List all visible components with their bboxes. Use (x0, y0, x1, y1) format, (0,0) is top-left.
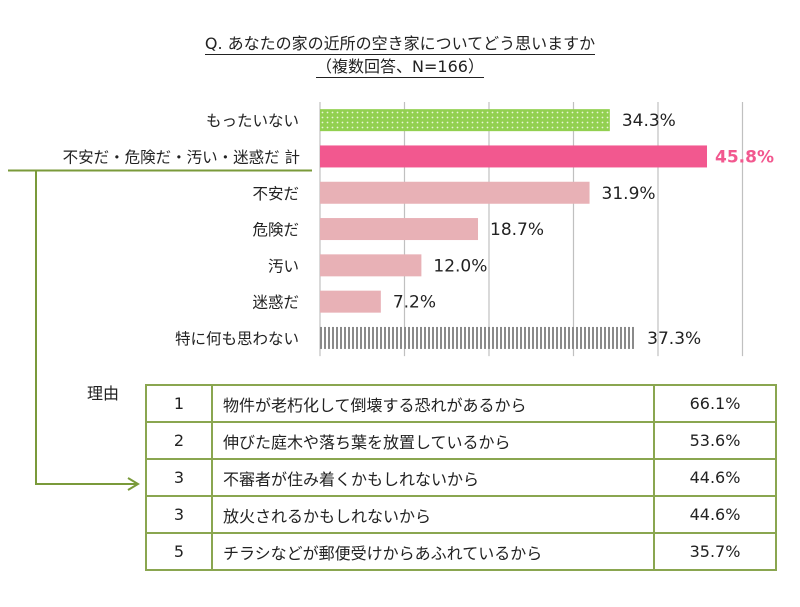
connector-arrowhead (127, 477, 140, 491)
value-label: 34.3% (622, 111, 676, 131)
reason-row: 5 チラシなどが郵便受けからあふれているから 35.7% (145, 532, 777, 571)
reasons-table: 1 物件が老朽化して倒壊する恐れがあるから 66.1% 2 伸びた庭木や落ち葉を放置して… (145, 384, 777, 571)
reason-percent: 44.6% (653, 458, 777, 497)
chart-title-text: Q. あなたの家の近所の空き家についてどう思いますか (204, 34, 596, 55)
connector-line (35, 170, 138, 485)
reason-row: 2 伸びた庭木や落ち葉を放置しているから 53.6% (145, 421, 777, 460)
value-label: 31.9% (602, 184, 656, 204)
reason-heading: 理由 (87, 384, 120, 403)
bars (320, 109, 708, 349)
reason-row: 3 放火されるかもしれないから 44.6% (145, 495, 777, 534)
reason-rank: 1 (145, 384, 213, 423)
reason-connector (8, 169, 312, 491)
category-label: 汚い (268, 257, 299, 275)
reason-row: 1 物件が老朽化して倒壊する恐れがあるから 66.1% (145, 384, 777, 423)
reason-percent: 44.6% (653, 495, 777, 534)
category-label: 特に何も思わない (175, 330, 299, 348)
reason-rank: 5 (145, 532, 213, 571)
category-label: 危険だ (252, 221, 299, 239)
reason-rank: 3 (145, 495, 213, 534)
category-label: 不安だ (252, 185, 299, 203)
reason-rank: 2 (145, 421, 213, 460)
reason-row: 3 不審者が住み着くかもしれないから 44.6% (145, 458, 777, 497)
bar (320, 326, 636, 349)
value-label: 12.0% (433, 256, 487, 276)
category-label: もったいない (206, 112, 299, 130)
bar (320, 218, 479, 241)
reason-text: 伸びた庭木や落ち葉を放置しているから (211, 421, 655, 460)
reason-percent: 53.6% (653, 421, 777, 460)
value-label: 18.7% (490, 220, 544, 240)
chart-subtitle-text: （複数回答、N=166） (316, 57, 484, 78)
reason-percent: 35.7% (653, 532, 777, 571)
bar (320, 181, 590, 204)
value-labels: 34.3% 45.8% 31.9% 18.7%12.0% 7.2% 37.3% (393, 111, 774, 349)
chart-subtitle: （複数回答、N=166） (0, 53, 800, 78)
bar (320, 145, 708, 168)
bar (320, 109, 610, 132)
chart-title: Q. あなたの家の近所の空き家についてどう思いますか (0, 30, 800, 55)
category-label: 不安だ・危険だ・汚い・迷惑だ 計 (63, 148, 300, 166)
reason-text: 不審者が住み着くかもしれないから (211, 458, 655, 497)
reason-rank: 3 (145, 458, 213, 497)
reason-text: チラシなどが郵便受けからあふれているから (211, 532, 655, 571)
reason-percent: 66.1% (653, 384, 777, 423)
reason-text: 放火されるかもしれないから (211, 495, 655, 534)
value-label: 37.3% (647, 329, 701, 349)
bar (320, 290, 381, 313)
reason-text: 物件が老朽化して倒壊する恐れがあるから (211, 384, 655, 423)
value-label: 7.2% (393, 293, 436, 313)
value-label: 45.8% (715, 147, 774, 167)
bar (320, 254, 422, 277)
category-label: 迷惑だ (252, 294, 299, 312)
